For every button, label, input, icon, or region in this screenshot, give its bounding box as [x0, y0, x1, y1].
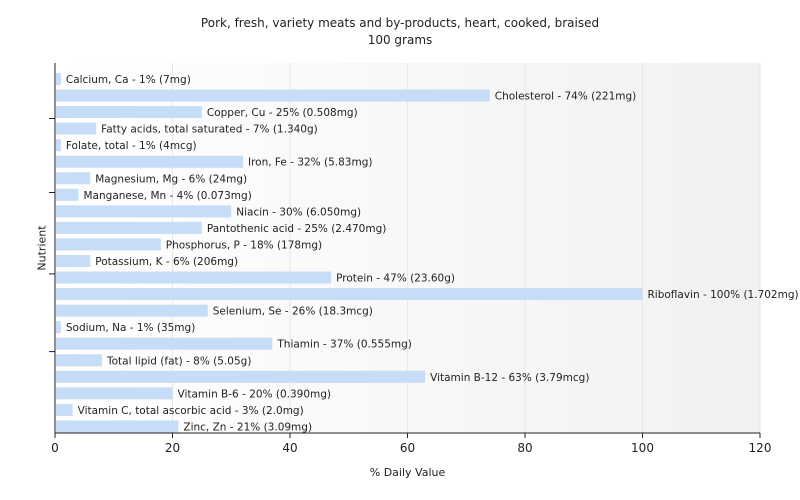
bar — [56, 89, 490, 102]
bar-label: Zinc, Zn - 21% (3.09mg) — [183, 421, 312, 433]
bar — [56, 139, 61, 152]
x-tick-label: 40 — [282, 441, 297, 455]
bar — [56, 337, 273, 350]
x-tick-label: 60 — [400, 441, 415, 455]
bar — [56, 403, 73, 416]
bar-label: Cholesterol - 74% (221mg) — [495, 91, 637, 103]
bar — [56, 122, 97, 135]
bar — [56, 354, 102, 367]
x-axis-label: % Daily Value — [369, 466, 446, 479]
x-tick-label: 100 — [631, 441, 654, 455]
bar-label: Folate, total - 1% (4mcg) — [66, 140, 197, 152]
bar-label: Selenium, Se - 26% (18.3mcg) — [213, 306, 373, 318]
bar-label: Total lipid (fat) - 8% (5.05g) — [106, 355, 251, 367]
bar-label: Phosphorus, P - 18% (178mg) — [166, 239, 322, 251]
bar — [56, 304, 208, 317]
bar-labels: Calcium, Ca - 1% (7mg) Cholesterol - 74% … — [66, 74, 799, 433]
bar — [56, 106, 202, 119]
bar — [56, 172, 91, 185]
bar-label: Riboflavin - 100% (1.702mg) — [648, 289, 799, 301]
chart-title: Pork, fresh, variety meats and by-produc… — [200, 16, 600, 30]
x-tick-label: 20 — [165, 441, 180, 455]
bar-label: Vitamin C, total ascorbic acid - 3% (2.0… — [78, 405, 304, 417]
x-ticks: 0 20 40 60 80 100 120 — [51, 433, 771, 455]
bar-label: Iron, Fe - 32% (5.83mg) — [248, 157, 372, 169]
bar-label: Copper, Cu - 25% (0.508mg) — [207, 107, 358, 119]
bar — [56, 221, 202, 234]
x-tick-label: 120 — [749, 441, 772, 455]
bar — [56, 205, 232, 218]
bar-label: Protein - 47% (23.60g) — [336, 273, 455, 285]
bar-label: Pantothenic acid - 25% (2.470mg) — [207, 223, 386, 235]
bar — [56, 288, 643, 301]
bar — [56, 255, 91, 267]
bar — [56, 155, 243, 168]
y-axis-label: Nutrient — [35, 225, 49, 271]
x-tick-label: 0 — [51, 441, 59, 455]
bar-label: Magnesium, Mg - 6% (24mg) — [95, 173, 247, 185]
grid-lines — [172, 63, 761, 433]
bar — [56, 238, 161, 251]
x-tick-label: 80 — [517, 441, 532, 455]
bar — [56, 321, 61, 334]
bar-label: Vitamin B-6 - 20% (0.390mg) — [178, 388, 332, 400]
bar — [56, 271, 332, 284]
bar — [56, 188, 79, 201]
bar — [56, 420, 179, 433]
bar-label: Potassium, K - 6% (206mg) — [95, 256, 238, 268]
bar — [56, 387, 173, 400]
bar — [56, 73, 61, 85]
bar-label: Manganese, Mn - 4% (0.073mg) — [84, 190, 252, 202]
bar-label: Thiamin - 37% (0.555mg) — [276, 339, 412, 351]
bar-label: Fatty acids, total saturated - 7% (1.340… — [101, 124, 318, 136]
bar — [56, 370, 426, 383]
bar-label: Sodium, Na - 1% (35mg) — [66, 322, 195, 334]
bar-label: Niacin - 30% (6.050mg) — [236, 206, 361, 218]
bars — [56, 73, 643, 433]
bar-label: Calcium, Ca - 1% (7mg) — [66, 74, 191, 86]
chart-subtitle: 100 grams — [367, 33, 433, 47]
bar-label: Vitamin B-12 - 63% (3.79mcg) — [430, 372, 589, 384]
